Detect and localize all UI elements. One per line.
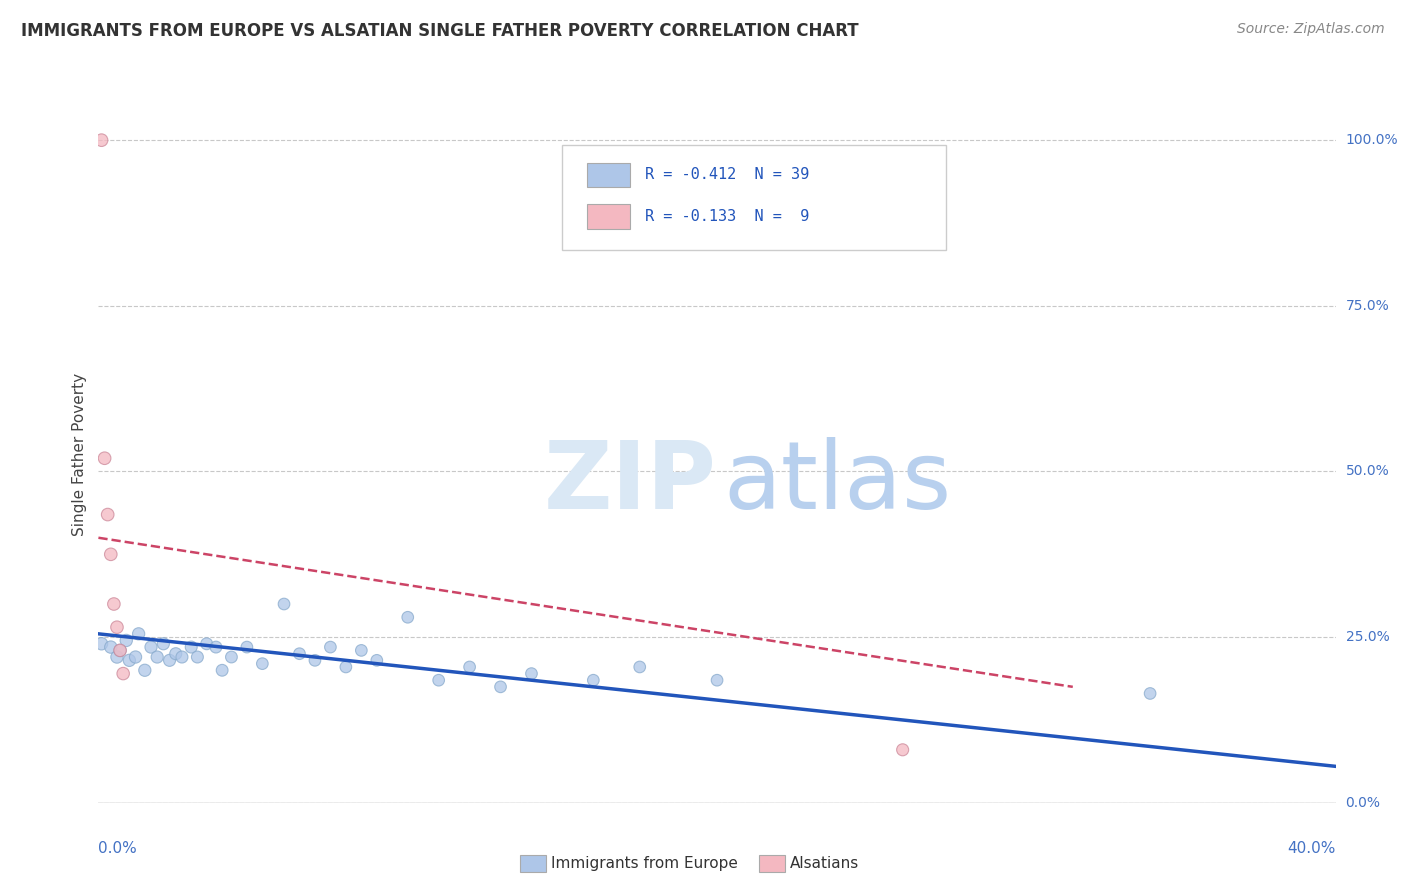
Point [112, 666, 135, 681]
Point [118, 653, 141, 667]
Point [195, 637, 218, 651]
Point [128, 627, 150, 641]
Point [90, 133, 112, 147]
Point [93, 451, 115, 466]
Point [108, 643, 131, 657]
Point [90, 637, 112, 651]
Text: 100.0%: 100.0% [1346, 133, 1398, 147]
Point [335, 660, 357, 674]
Text: Alsatians: Alsatians [790, 856, 859, 871]
Y-axis label: Single Father Poverty: Single Father Poverty [72, 374, 87, 536]
Point [105, 650, 128, 665]
Point [146, 650, 169, 665]
Point [170, 650, 193, 665]
Point [1139, 686, 1161, 700]
Point [108, 643, 131, 657]
Point [891, 743, 914, 757]
Point [319, 640, 342, 654]
Text: 0.0%: 0.0% [1346, 796, 1381, 810]
Point [582, 673, 605, 688]
Point [273, 597, 295, 611]
Point [350, 643, 373, 657]
Text: R = -0.133  N =  9: R = -0.133 N = 9 [645, 209, 810, 224]
Point [100, 640, 122, 654]
FancyBboxPatch shape [588, 204, 630, 228]
Point [489, 680, 512, 694]
FancyBboxPatch shape [562, 145, 946, 250]
Point [366, 653, 388, 667]
Point [103, 597, 125, 611]
Point [97, 508, 120, 522]
Point [159, 653, 181, 667]
Point [396, 610, 419, 624]
Point [236, 640, 259, 654]
Text: atlas: atlas [723, 437, 952, 529]
Point [304, 653, 326, 667]
Point [211, 663, 233, 677]
Point [139, 640, 162, 654]
Text: Source: ZipAtlas.com: Source: ZipAtlas.com [1237, 22, 1385, 37]
Point [427, 673, 450, 688]
Point [205, 640, 228, 654]
Text: 50.0%: 50.0% [1346, 465, 1389, 478]
Point [288, 647, 311, 661]
Point [186, 650, 208, 665]
Text: 0.0%: 0.0% [98, 841, 138, 856]
Text: 40.0%: 40.0% [1288, 841, 1336, 856]
Point [180, 640, 202, 654]
Text: R = -0.412  N = 39: R = -0.412 N = 39 [645, 167, 810, 182]
Point [105, 620, 128, 634]
Point [124, 650, 146, 665]
Point [252, 657, 274, 671]
Point [100, 547, 122, 561]
Point [706, 673, 728, 688]
Point [520, 666, 543, 681]
Point [165, 647, 187, 661]
Point [115, 633, 138, 648]
Text: Immigrants from Europe: Immigrants from Europe [551, 856, 738, 871]
FancyBboxPatch shape [588, 162, 630, 187]
Text: IMMIGRANTS FROM EUROPE VS ALSATIAN SINGLE FATHER POVERTY CORRELATION CHART: IMMIGRANTS FROM EUROPE VS ALSATIAN SINGL… [21, 22, 859, 40]
Text: 25.0%: 25.0% [1346, 630, 1389, 644]
Text: ZIP: ZIP [544, 437, 717, 529]
Point [134, 663, 156, 677]
Point [221, 650, 243, 665]
Point [458, 660, 481, 674]
Point [628, 660, 651, 674]
Text: 75.0%: 75.0% [1346, 299, 1389, 313]
Point [152, 637, 174, 651]
